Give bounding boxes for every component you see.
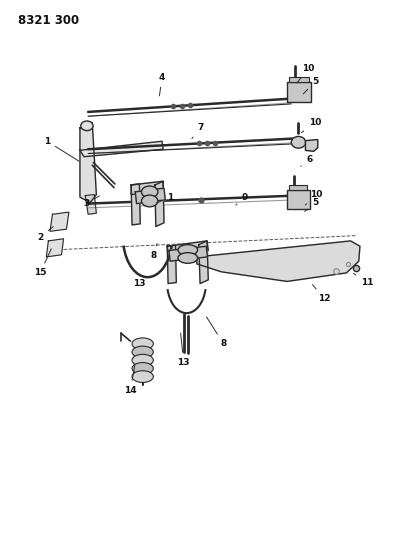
Polygon shape [198,241,208,284]
Polygon shape [155,181,164,227]
Text: 10: 10 [296,64,314,83]
Ellipse shape [141,195,157,207]
Text: 13: 13 [177,333,189,367]
Polygon shape [135,188,165,204]
Ellipse shape [132,346,153,358]
Polygon shape [131,181,163,195]
Polygon shape [50,212,69,231]
Text: 12: 12 [312,285,329,303]
Text: 1: 1 [44,137,79,161]
Text: 9: 9 [235,193,248,205]
Bar [286,190,309,209]
Ellipse shape [81,121,93,131]
Text: 4: 4 [158,73,165,96]
Text: 10: 10 [301,118,320,133]
Ellipse shape [178,253,197,263]
Text: 10: 10 [305,190,322,205]
Text: 15: 15 [34,249,51,277]
Text: 1: 1 [156,193,173,203]
Ellipse shape [141,186,157,198]
Ellipse shape [132,362,153,374]
Text: 2: 2 [37,227,53,241]
Polygon shape [169,246,207,261]
Bar [288,77,308,82]
Polygon shape [167,245,176,284]
Ellipse shape [132,371,153,383]
Polygon shape [305,140,317,151]
Polygon shape [196,241,359,281]
Text: 5: 5 [303,77,318,94]
Text: 11: 11 [353,273,372,287]
Text: 13: 13 [133,277,151,288]
Text: 5: 5 [304,198,318,212]
Bar [286,82,310,102]
Text: 6: 6 [300,156,312,166]
Polygon shape [80,123,96,203]
Ellipse shape [132,338,153,350]
Ellipse shape [290,136,305,148]
Text: 8: 8 [206,317,226,348]
Ellipse shape [132,354,153,366]
Ellipse shape [178,245,197,255]
Bar [288,185,307,190]
Text: 14: 14 [124,365,136,394]
Polygon shape [46,239,63,257]
Polygon shape [80,141,163,157]
Text: 8: 8 [150,244,157,260]
Polygon shape [85,195,96,214]
Polygon shape [167,241,208,256]
Text: 7: 7 [191,124,204,139]
Text: 3: 3 [83,196,99,208]
Polygon shape [131,184,140,225]
Text: 8321 300: 8321 300 [18,14,79,27]
